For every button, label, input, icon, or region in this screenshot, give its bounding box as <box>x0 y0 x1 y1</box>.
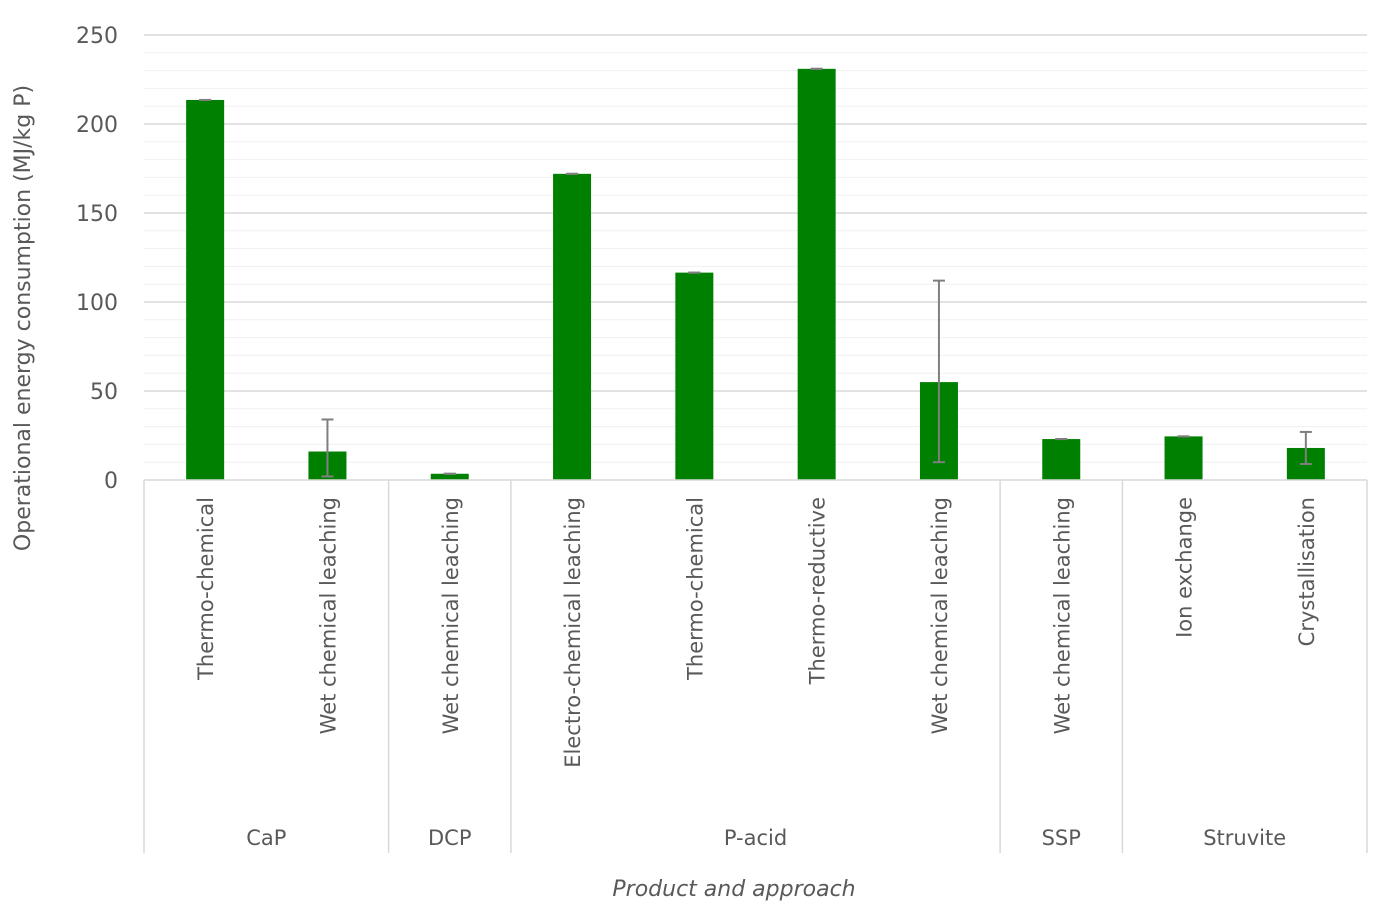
x-category-label: Electro-chemical leaching <box>561 497 585 768</box>
x-category-label: Wet chemical leaching <box>928 497 952 734</box>
y-tick-label: 50 <box>90 380 118 405</box>
x-category-label: Wet chemical leaching <box>1050 497 1074 734</box>
x-group-label: DCP <box>428 826 472 850</box>
bar <box>797 68 836 480</box>
bars <box>186 68 1325 480</box>
x-category-label: Wet chemical leaching <box>439 497 463 734</box>
y-axis-label: Operational energy consumption (MJ/kg P) <box>11 85 36 551</box>
error-bar <box>321 418 334 478</box>
y-axis-ticks: 0 50 100 150 200 250 <box>76 24 118 494</box>
x-axis <box>143 479 1368 853</box>
x-axis-label: Product and approach <box>612 877 855 902</box>
error-bar <box>932 279 945 464</box>
y-tick-label: 200 <box>76 113 118 138</box>
x-category-label: Crystallisation <box>1295 497 1319 646</box>
bar <box>675 272 714 480</box>
bar <box>553 173 592 480</box>
bar <box>1164 436 1203 480</box>
y-tick-label: 100 <box>76 291 118 316</box>
x-category-label: Wet chemical leaching <box>316 497 340 734</box>
error-bar <box>1299 430 1312 465</box>
x-group-label: P-acid <box>724 826 787 850</box>
y-tick-label: 150 <box>76 202 118 227</box>
x-category-label: Thermo-chemical <box>683 497 707 681</box>
x-category-label: Thermo-reductive <box>806 497 830 685</box>
x-group-label: SSP <box>1042 826 1081 850</box>
x-group-label: CaP <box>246 826 286 850</box>
y-tick-label: 0 <box>104 469 118 494</box>
bar <box>186 99 225 480</box>
x-category-label: Thermo-chemical <box>194 497 218 681</box>
gridlines <box>144 34 1367 463</box>
x-category-label: Ion exchange <box>1173 497 1197 638</box>
error-bars <box>199 67 1312 478</box>
x-group-label: Struvite <box>1203 826 1286 850</box>
bar <box>1042 439 1081 480</box>
category-labels: Thermo-chemical Wet chemical leaching Wet … <box>194 497 1319 768</box>
bar <box>430 473 469 480</box>
group-labels: CaP DCP P-acid SSP Struvite <box>246 826 1286 850</box>
y-tick-label: 250 <box>76 24 118 49</box>
